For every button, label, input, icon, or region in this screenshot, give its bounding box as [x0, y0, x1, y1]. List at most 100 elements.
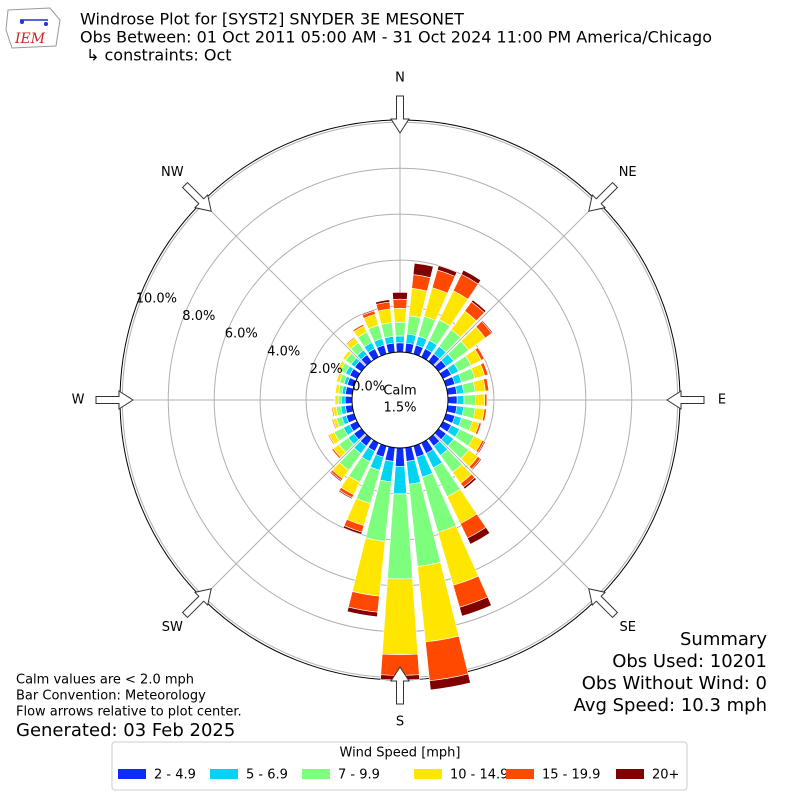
- flow-arrow-shape: [95, 390, 134, 410]
- bar-segment: [395, 447, 405, 467]
- flow-arrow-shape: [588, 588, 619, 619]
- legend-swatch: [210, 769, 238, 779]
- legend-swatch: [414, 769, 442, 779]
- bar-segment: [484, 409, 487, 422]
- bar-segment: [334, 395, 339, 405]
- flow-arrow: [390, 666, 410, 705]
- summary-line: Obs Without Wind: 0: [582, 673, 767, 694]
- grid-spoke: [433, 201, 599, 367]
- bar-segment: [375, 299, 391, 305]
- bar-segment: [436, 265, 458, 277]
- flow-arrow: [390, 95, 410, 134]
- bar-segment: [447, 395, 458, 405]
- flow-arrow-shape: [181, 181, 212, 212]
- flow-arrow-shape: [181, 588, 212, 619]
- x-tick-label: SE: [619, 620, 635, 635]
- bar-segment: [395, 342, 405, 353]
- bar-segment: [395, 335, 405, 344]
- legend-swatch: [118, 769, 146, 779]
- summary-line: Summary: [680, 629, 767, 650]
- bar-segment: [466, 526, 491, 545]
- legend-label: 5 - 6.9: [246, 768, 288, 783]
- bar-segment: [346, 606, 379, 618]
- y-tick-label: 4.0%: [267, 344, 300, 359]
- calm-value: 1.5%: [383, 401, 416, 416]
- bar-segment: [344, 395, 353, 405]
- generated: Generated: 03 Feb 2025: [16, 720, 235, 741]
- flow-arrow-shape: [666, 390, 705, 410]
- bar-segment: [342, 350, 350, 359]
- logo-text: IEM: [14, 31, 46, 47]
- bar-segment: [477, 347, 485, 359]
- bar-segment: [381, 578, 419, 656]
- legend-box: [111, 741, 688, 791]
- grid-spoke: [433, 433, 599, 599]
- bar-segment: [345, 336, 355, 345]
- legend-label: 2 - 4.9: [154, 768, 196, 783]
- bar-segment: [429, 673, 471, 691]
- legend-label: 15 - 19.9: [542, 768, 600, 783]
- bar-segment: [460, 269, 482, 285]
- grid-spoke: [201, 201, 367, 367]
- bar-segment: [341, 395, 346, 405]
- bar-segment: [470, 299, 487, 314]
- bar-segment: [329, 471, 342, 482]
- flow-arrow-shape: [390, 95, 410, 134]
- plot-area: 0.0% 2.0% 4.0% 6.0% 8.0% 10.0% N NE E SE S SW W NW: [72, 71, 727, 730]
- legend-title: Wind Speed [mph]: [340, 746, 461, 761]
- bar-segment: [477, 440, 486, 454]
- flow-arrow: [588, 588, 619, 619]
- legend-label: 7 - 9.9: [338, 768, 380, 783]
- bar-segment: [459, 596, 492, 617]
- bar-segment: [462, 477, 477, 490]
- bar-segment: [331, 449, 340, 460]
- y-tick-label: 10.0%: [136, 292, 177, 307]
- calm-circle: [351, 351, 449, 449]
- bar-segment: [337, 395, 343, 405]
- bar-segment: [361, 309, 375, 316]
- legend-swatch: [616, 769, 644, 779]
- bar-segment: [456, 395, 465, 405]
- note: Calm values are < 2.0 mph: [16, 673, 194, 688]
- bar-segment: [481, 319, 494, 334]
- bar-segment: [342, 525, 363, 535]
- flow-arrow-shape: [588, 181, 619, 212]
- legend-swatch: [506, 769, 534, 779]
- bar-segment: [392, 291, 408, 300]
- legend-swatch: [302, 769, 330, 779]
- flow-arrow: [666, 390, 705, 410]
- bar-segment: [394, 321, 406, 337]
- calm-label: Calm: [383, 384, 416, 399]
- x-tick-label: E: [718, 393, 726, 408]
- bar-segment: [338, 489, 353, 500]
- flow-arrow: [95, 390, 134, 410]
- summary-line: Obs Used: 10201: [612, 651, 767, 672]
- flow-arrow-shape: [390, 666, 410, 705]
- x-tick-label: NE: [619, 165, 637, 180]
- x-tick-label: NW: [161, 165, 184, 180]
- y-tick-label: 2.0%: [310, 362, 343, 377]
- flow-arrow: [181, 181, 212, 212]
- note: Flow arrows relative to plot center.: [16, 705, 242, 720]
- bar-segment: [471, 458, 482, 471]
- x-tick-label: S: [396, 715, 404, 730]
- legend-label: 10 - 14.9: [450, 768, 508, 783]
- bar-segment: [475, 393, 486, 407]
- bar-segment: [412, 262, 434, 279]
- bar-segment: [463, 394, 476, 406]
- x-tick-label: N: [395, 71, 405, 86]
- legend-label: 20+: [652, 768, 679, 783]
- logo-outline: [5, 7, 61, 49]
- grid-spoke: [201, 433, 367, 599]
- bar-segment: [392, 298, 408, 309]
- bar-segment: [393, 308, 407, 323]
- title-line: Windrose Plot for [SYST2] SNYDER 3E MESO…: [80, 10, 464, 29]
- summary-line: Avg Speed: 10.3 mph: [574, 695, 767, 716]
- y-tick-label: 6.0%: [225, 327, 258, 342]
- logo: IEM: [5, 7, 61, 49]
- title-line: Obs Between: 01 Oct 2011 05:00 AM - 31 O…: [80, 28, 712, 47]
- logo-dot: [20, 20, 24, 24]
- flow-arrow: [181, 588, 212, 619]
- x-tick-label: SW: [162, 620, 183, 635]
